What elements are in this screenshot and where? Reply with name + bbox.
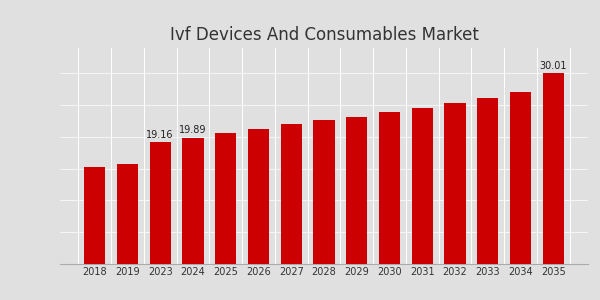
Bar [412,108,433,264]
Bar [84,167,105,264]
Bar [182,138,203,264]
Bar [510,92,531,264]
Bar [215,133,236,264]
Bar [313,120,335,264]
Bar [117,164,138,264]
Title: Ivf Devices And Consumables Market: Ivf Devices And Consumables Market [170,26,478,44]
Bar [379,112,400,264]
Bar [543,73,564,264]
Bar [149,142,171,264]
Text: 19.89: 19.89 [179,125,206,135]
Text: 30.01: 30.01 [539,61,567,71]
Bar [445,103,466,264]
Bar [477,98,499,264]
Text: 19.16: 19.16 [146,130,174,140]
Bar [281,124,302,264]
Bar [346,117,367,264]
Bar [248,129,269,264]
